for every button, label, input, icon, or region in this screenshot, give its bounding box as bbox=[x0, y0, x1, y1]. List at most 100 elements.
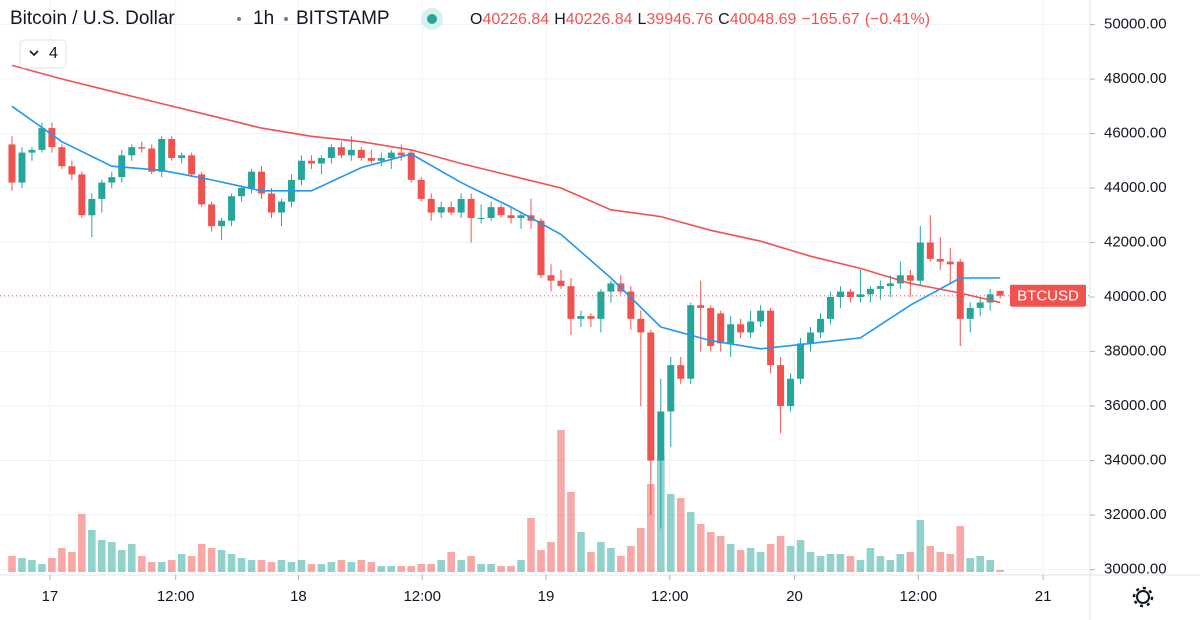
volume-bar bbox=[227, 554, 236, 572]
x-tick-label: 18 bbox=[290, 588, 307, 605]
candle-body bbox=[936, 258, 944, 262]
volume-bar bbox=[637, 528, 645, 572]
candle-body bbox=[78, 174, 86, 216]
volume-bar bbox=[956, 526, 965, 572]
candle-body bbox=[397, 152, 405, 156]
axes: 30000.00 32000.00 34000.00 36000.00 38000.00… bbox=[42, 15, 1167, 604]
y-tick-label: 40000.00 bbox=[1104, 288, 1167, 305]
candle-body bbox=[258, 171, 266, 194]
candle-body bbox=[98, 182, 106, 199]
volume-bar bbox=[267, 562, 276, 572]
candle-body bbox=[587, 316, 595, 319]
volume-bar bbox=[547, 542, 555, 572]
plot-area bbox=[0, 64, 1090, 529]
volume-bar bbox=[736, 550, 745, 572]
volume-bar bbox=[846, 556, 855, 572]
change-percent: (−0.41%) bbox=[865, 11, 930, 28]
candle-body bbox=[687, 305, 695, 379]
volume-bar bbox=[107, 542, 116, 572]
ohlc-value: 40226.84 bbox=[566, 11, 633, 28]
chevron-icon bbox=[29, 50, 39, 57]
candle-body bbox=[906, 275, 914, 281]
candle-body bbox=[88, 198, 96, 216]
candle-body bbox=[208, 204, 216, 227]
symbol-title: Bitcoin / U.S. Dollar bbox=[10, 8, 175, 29]
y-tick-label: 48000.00 bbox=[1104, 70, 1167, 87]
volume-bar bbox=[906, 552, 915, 572]
indicators-toggle[interactable]: 4 bbox=[19, 39, 67, 69]
candle-body bbox=[178, 155, 186, 159]
volume-bar bbox=[567, 492, 575, 572]
candle-body bbox=[697, 305, 705, 308]
volume-bar bbox=[966, 558, 975, 572]
volume-bar bbox=[786, 546, 795, 572]
volume-bar bbox=[187, 556, 196, 572]
volume-bar bbox=[277, 560, 286, 572]
candle-body bbox=[297, 160, 305, 180]
y-tick-label: 44000.00 bbox=[1104, 179, 1167, 196]
volume-bar bbox=[836, 554, 845, 572]
volume-bar bbox=[816, 556, 825, 572]
volume-bar bbox=[617, 556, 625, 572]
candle-body bbox=[717, 313, 725, 344]
candle-body bbox=[58, 147, 66, 167]
volume-bar bbox=[706, 532, 715, 572]
candle-body bbox=[68, 166, 76, 175]
candle-body bbox=[916, 242, 924, 281]
candle-body bbox=[767, 310, 775, 366]
candle-body bbox=[477, 218, 485, 220]
ohlc-legend: O 40226.84 H 40226.84 L 39946.76 C 40048.69 −165… bbox=[470, 11, 930, 28]
candle-body bbox=[826, 297, 834, 319]
settings-button[interactable] bbox=[1132, 586, 1154, 608]
volume-bar bbox=[796, 540, 805, 572]
candle-body bbox=[377, 158, 385, 161]
candle-body bbox=[657, 411, 665, 461]
candle-body bbox=[737, 324, 745, 333]
candle-body bbox=[567, 286, 575, 319]
volume-bar bbox=[257, 560, 266, 572]
candle-body bbox=[317, 158, 325, 164]
volume-bar bbox=[886, 560, 895, 572]
volume-bar bbox=[437, 560, 445, 572]
candle-body bbox=[517, 215, 525, 219]
indicators-button[interactable] bbox=[19, 39, 67, 69]
gear-icon[interactable] bbox=[1136, 590, 1150, 604]
volume-bar bbox=[207, 548, 216, 572]
moving-average bbox=[11, 105, 1001, 350]
volume-bar bbox=[127, 544, 136, 572]
volume-bar bbox=[417, 564, 426, 572]
ohlc-key: O bbox=[470, 11, 482, 28]
volume-bar bbox=[117, 550, 126, 572]
volume-bar bbox=[58, 548, 66, 572]
change: −165.67 bbox=[801, 11, 859, 28]
candle-body bbox=[777, 365, 785, 407]
volume-bar bbox=[167, 560, 176, 572]
volume-bar bbox=[297, 560, 306, 572]
candle-body bbox=[707, 307, 715, 347]
candle-body bbox=[18, 152, 26, 183]
candle-body bbox=[248, 171, 256, 189]
candle-body bbox=[757, 310, 765, 322]
candle-body bbox=[976, 302, 984, 308]
candle-body bbox=[846, 291, 854, 298]
candle-body bbox=[537, 220, 545, 276]
volume-bar bbox=[217, 550, 226, 572]
volume-bar bbox=[337, 560, 346, 572]
candle-body bbox=[218, 220, 226, 227]
exchange: BITSTAMP bbox=[296, 8, 390, 29]
volume-bar bbox=[936, 552, 945, 572]
volume-bar bbox=[247, 560, 256, 572]
candle-body bbox=[557, 280, 565, 287]
volume-bar bbox=[577, 532, 585, 572]
volume-bar bbox=[826, 554, 835, 572]
volume-bar bbox=[48, 558, 56, 572]
price-tag-label: BTCUSD bbox=[1017, 288, 1079, 305]
candle-body bbox=[946, 261, 954, 265]
volume-bar bbox=[756, 552, 765, 572]
candle-body bbox=[607, 283, 615, 292]
volume-bar bbox=[197, 544, 206, 572]
candle-body bbox=[807, 332, 815, 344]
price-tag bbox=[1010, 284, 1086, 307]
candle-body bbox=[347, 149, 355, 156]
